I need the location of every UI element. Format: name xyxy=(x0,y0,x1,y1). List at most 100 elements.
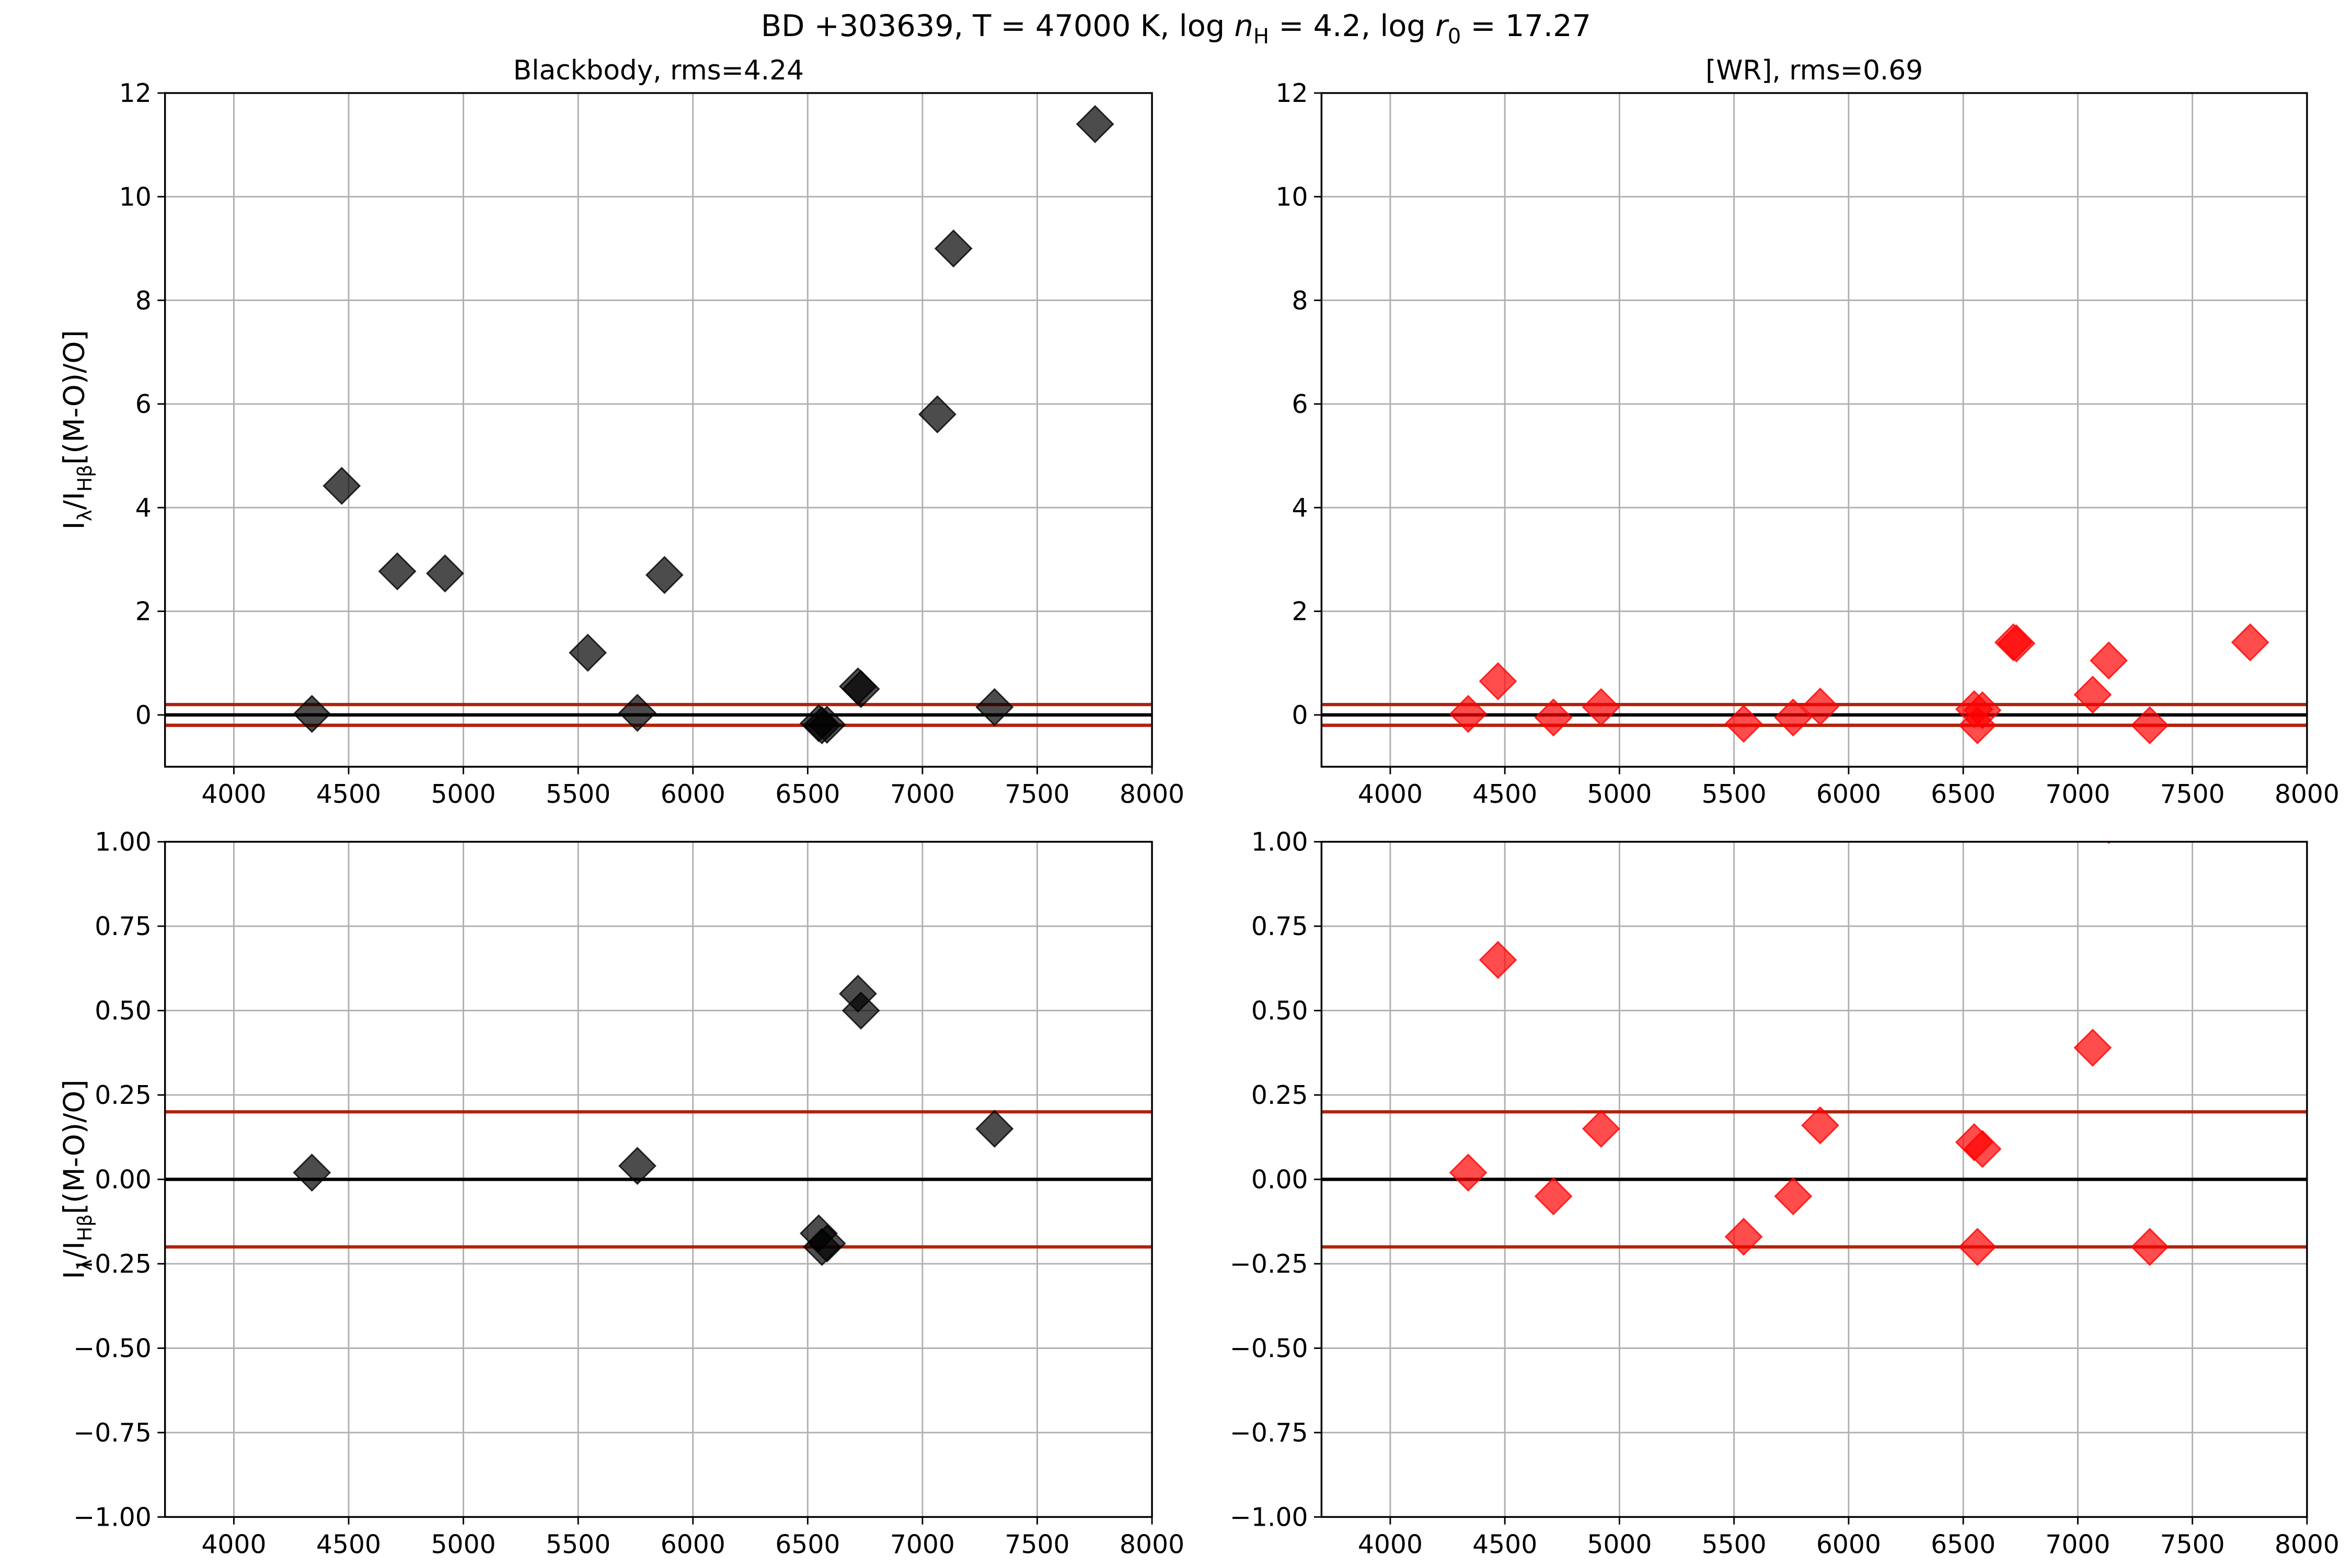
y-tick-label: 12 xyxy=(119,78,152,108)
title-part: H xyxy=(1253,25,1269,49)
y-tick-label: 0.75 xyxy=(95,912,152,941)
y-label-part: λ xyxy=(73,510,96,521)
y-tick-label: 4 xyxy=(135,493,152,523)
marker xyxy=(2231,623,2269,662)
y-tick-label: −0.50 xyxy=(73,1334,151,1364)
panel: 4000 4500 5000 5500 6000 6500 7000 7500 8000 0 2 4 6… xyxy=(57,55,1184,809)
marker xyxy=(2073,675,2112,714)
y-tick-label: −0.75 xyxy=(73,1418,151,1448)
marker xyxy=(1582,1110,1620,1148)
x-tick-label: 4500 xyxy=(316,779,381,809)
x-tick-label: 7500 xyxy=(2160,1529,2225,1559)
marker xyxy=(1449,695,1488,733)
marker xyxy=(1479,662,1517,700)
y-label-part: λ xyxy=(73,1259,96,1271)
y-tick-label: −0.25 xyxy=(73,1249,151,1279)
x-tick-label: 6500 xyxy=(1931,779,1996,809)
panel: 4000 4500 5000 5500 6000 6500 7000 7500 8000 0 2 4 6… xyxy=(1275,55,2339,809)
x-tick-label: 6000 xyxy=(1816,1529,1881,1559)
marker xyxy=(322,467,361,505)
y-tick-label: 10 xyxy=(1275,182,1308,212)
y-label-part: Hβ xyxy=(73,1214,96,1241)
marker xyxy=(618,1147,656,1185)
marker xyxy=(1076,105,1114,143)
y-tick-label: 12 xyxy=(1275,78,1308,108)
marker xyxy=(2090,641,2128,680)
marker xyxy=(2130,1228,2169,1266)
y-tick-label: 0.50 xyxy=(95,996,152,1026)
plot-frame xyxy=(164,92,1153,768)
x-tick-label: 8000 xyxy=(1120,779,1184,809)
y-tick-label: −0.50 xyxy=(1230,1334,1308,1364)
panel-title: [WR], rms=0.69 xyxy=(1705,55,1923,86)
x-tick-label: 6500 xyxy=(775,1529,840,1559)
x-tick-label: 7000 xyxy=(890,779,955,809)
marker xyxy=(1724,1217,1763,1256)
y-tick-label: 0.25 xyxy=(95,1080,152,1110)
y-tick-label: 0.00 xyxy=(95,1165,152,1195)
x-tick-label: 7500 xyxy=(1005,779,1069,809)
marker xyxy=(1997,624,2036,663)
marker xyxy=(647,250,683,286)
marker xyxy=(293,695,331,733)
marker xyxy=(1801,687,1840,726)
title-part: BD +303639, T = 47000 K, log xyxy=(761,8,1235,43)
x-tick-label: 4000 xyxy=(201,779,266,809)
y-label-part: [(M-O)/O] xyxy=(57,1079,91,1214)
x-tick-label: 5000 xyxy=(1587,1529,1652,1559)
title-part: = 4.2, log xyxy=(1269,8,1435,43)
marker xyxy=(427,240,463,276)
x-tick-label: 4500 xyxy=(1472,1529,1537,1559)
x-tick-label: 7000 xyxy=(2045,779,2110,809)
marker xyxy=(618,694,656,732)
x-tick-label: 4000 xyxy=(201,1529,266,1559)
marker xyxy=(1963,1129,2002,1168)
title-part: r xyxy=(1435,8,1449,43)
y-tick-label: −1.00 xyxy=(73,1503,151,1532)
y-tick-label: 8 xyxy=(135,286,152,316)
markers xyxy=(1449,841,2169,1266)
panel: 4000 4500 5000 5500 6000 6500 7000 7500 8000 −1.0… xyxy=(1230,827,2339,1560)
y-tick-label: 0.75 xyxy=(1251,912,1308,941)
y-label-part: /I xyxy=(57,1241,91,1259)
panel: 4000 4500 5000 5500 6000 6500 7000 7500 8000 −1.0… xyxy=(57,226,1184,1560)
marker xyxy=(808,706,846,744)
markers xyxy=(293,226,1014,1266)
marker xyxy=(1479,941,1517,979)
marker xyxy=(1958,1228,1997,1266)
marker xyxy=(2106,841,2111,844)
marker xyxy=(841,991,880,1030)
markers xyxy=(293,105,1114,745)
x-tick-label: 6000 xyxy=(661,1529,725,1559)
x-tick-label: 6500 xyxy=(1931,1529,1996,1559)
marker xyxy=(1582,688,1620,727)
markers xyxy=(1449,623,2269,745)
marker xyxy=(379,226,416,262)
y-label-part: I xyxy=(57,1271,91,1279)
y-tick-label: 4 xyxy=(1292,493,1308,523)
x-tick-label: 5000 xyxy=(1587,779,1652,809)
x-tick-label: 5000 xyxy=(431,779,496,809)
marker xyxy=(975,688,1014,727)
marker xyxy=(1724,705,1763,743)
y-tick-label: −0.75 xyxy=(1230,1418,1308,1448)
marker xyxy=(1534,1177,1573,1216)
x-tick-label: 5500 xyxy=(1702,1529,1767,1559)
marker xyxy=(378,552,417,591)
x-tick-label: 8000 xyxy=(2275,779,2339,809)
x-tick-label: 8000 xyxy=(1120,1529,1184,1559)
marker xyxy=(918,395,956,434)
marker xyxy=(1534,698,1573,737)
y-axis-label: Iλ/IHβ[(M-O)/O] xyxy=(57,1079,96,1279)
x-tick-label: 4500 xyxy=(1472,779,1537,809)
x-tick-label: 6500 xyxy=(775,779,840,809)
plot-frame xyxy=(164,840,1153,1518)
x-tick-label: 4000 xyxy=(1358,779,1423,809)
y-tick-label: 2 xyxy=(135,597,152,627)
y-tick-label: 8 xyxy=(1292,286,1308,316)
y-tick-label: −1.00 xyxy=(1230,1503,1308,1532)
x-tick-label: 4000 xyxy=(1358,1529,1423,1559)
marker xyxy=(1449,1154,1488,1192)
y-label-part: [(M-O)/O] xyxy=(57,330,91,465)
